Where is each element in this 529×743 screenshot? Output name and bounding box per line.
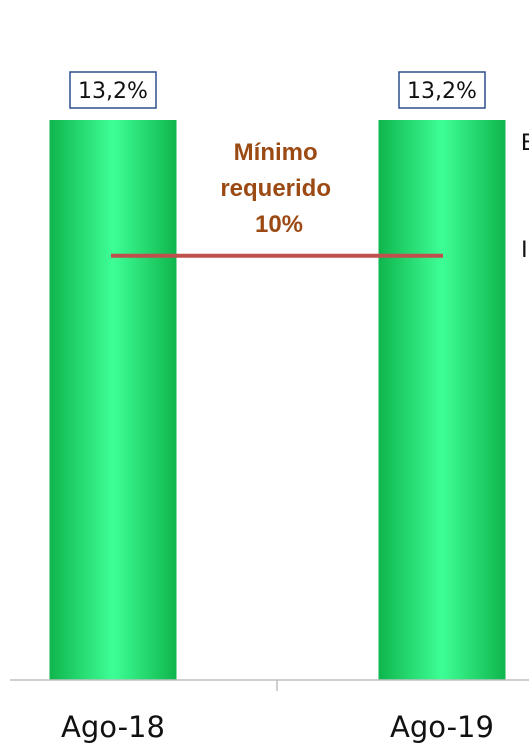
annotation-line: requerido: [220, 175, 331, 202]
reference-annotation: Mínimo requerido 10%: [220, 139, 337, 238]
x-tick-label: Ago-19: [390, 710, 494, 743]
bar-ago-18: [49, 120, 177, 680]
x-axis: Ago-18 Ago-19: [10, 679, 529, 743]
data-label: 13,2%: [407, 79, 477, 104]
bar-ago-19: [378, 120, 506, 680]
clipped-text-fragment: I: [521, 236, 528, 263]
data-label-box: [69, 71, 157, 109]
annotation-line: 10%: [255, 211, 303, 238]
data-label: 13,2%: [78, 79, 148, 104]
data-label-box: [398, 71, 486, 109]
bars-layer: [49, 120, 506, 680]
x-tick-label: Ago-18: [61, 710, 165, 743]
data-labels-layer: 13,2% 13,2%: [69, 71, 486, 109]
clipped-text-fragment: E: [521, 129, 529, 156]
annotation-line: Mínimo: [234, 139, 318, 166]
